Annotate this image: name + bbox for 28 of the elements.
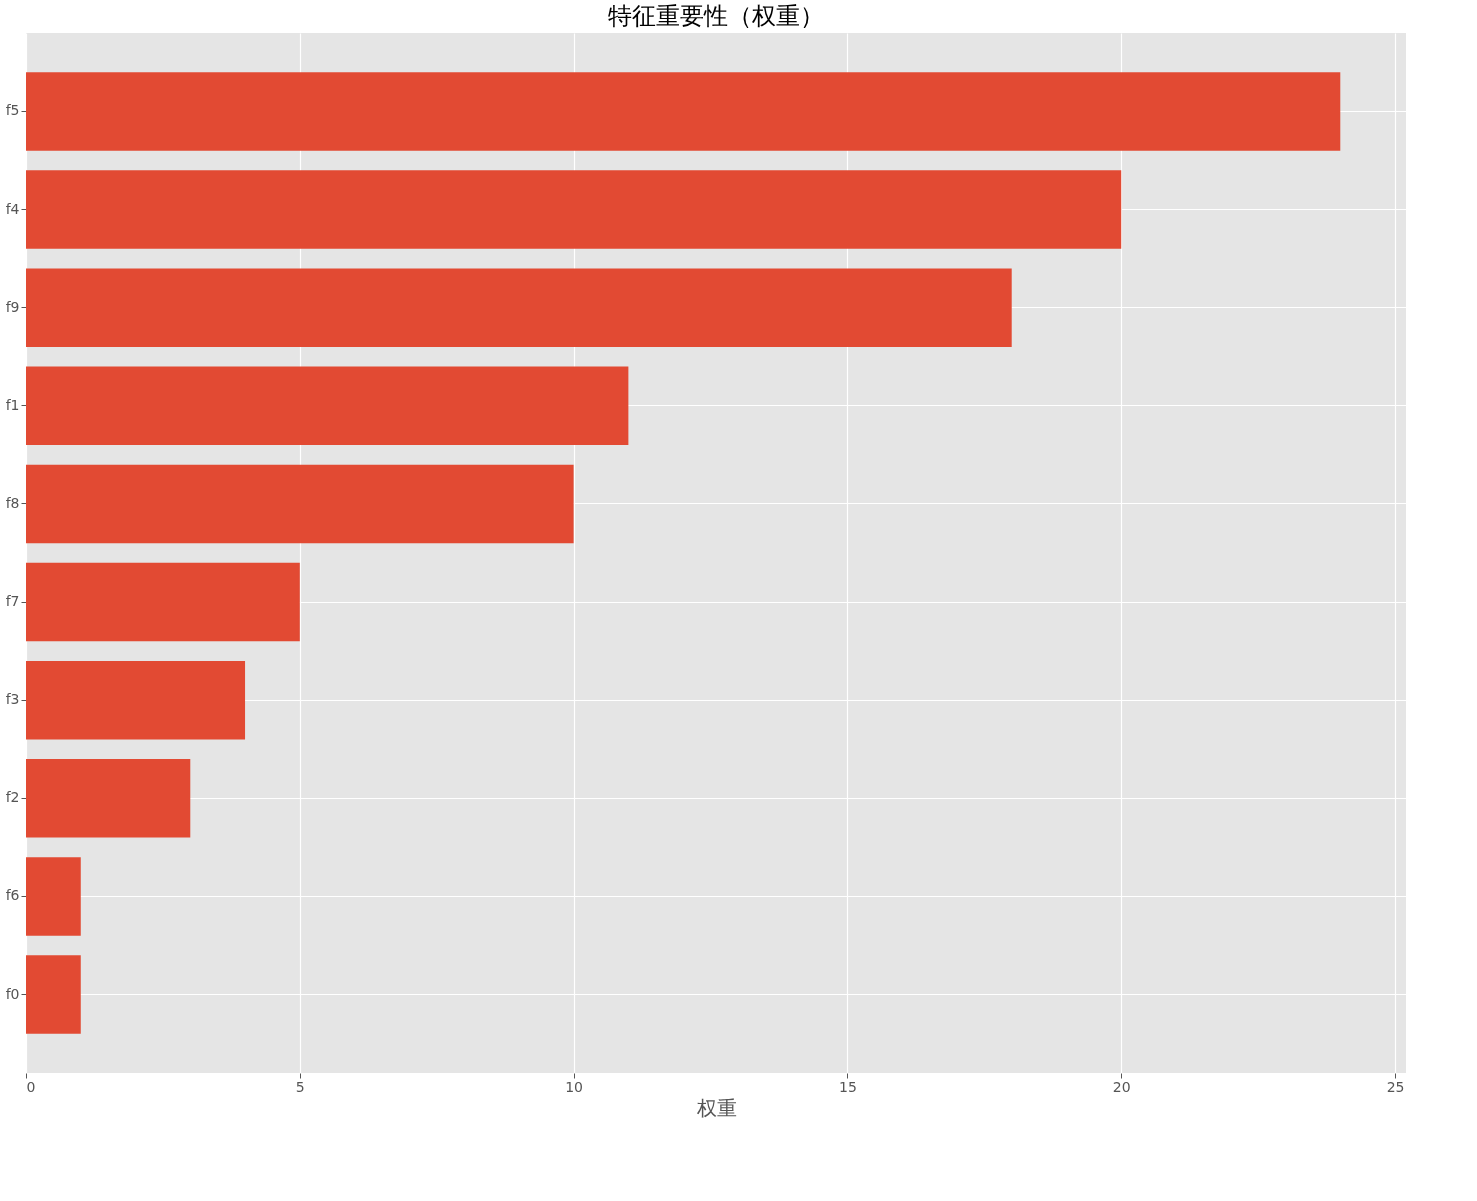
x-tick-label: 10 (565, 1078, 584, 1095)
y-tick-label: f3 (5, 691, 20, 708)
y-tick-label: f6 (5, 887, 20, 904)
bar (26, 660, 246, 740)
bar (26, 366, 629, 446)
y-tick-label: f9 (5, 298, 20, 315)
bar (26, 72, 1341, 151)
bar (26, 955, 81, 1034)
x-tick-label: 5 (295, 1078, 305, 1095)
bar (26, 268, 1012, 347)
x-tick-label: 0 (26, 1078, 36, 1095)
bar (26, 170, 1122, 249)
y-tick-label: f4 (5, 200, 20, 217)
x-tick-label: 25 (1386, 1078, 1405, 1095)
y-tick-label: f8 (5, 494, 20, 511)
x-tick-label: 15 (839, 1078, 857, 1095)
x-tick-label: 20 (1112, 1078, 1131, 1095)
bar (26, 759, 191, 838)
bar (26, 464, 574, 544)
y-tick-label: f5 (5, 102, 20, 119)
y-tick-label: f2 (5, 789, 20, 806)
y-tick-label: f0 (5, 985, 20, 1002)
y-tick-label: f1 (5, 396, 20, 413)
bar (26, 562, 300, 642)
x-axis-title: 权重 (695, 1095, 737, 1120)
chart-title: 特征重要性（权重） (608, 2, 824, 30)
bar (26, 857, 81, 936)
y-tick-label: f7 (5, 593, 20, 610)
